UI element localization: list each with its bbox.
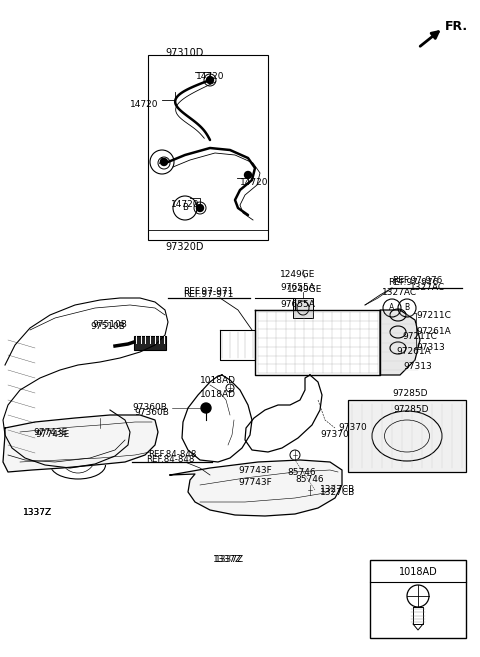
Text: 1018AD: 1018AD (398, 567, 437, 577)
Text: A: A (389, 304, 395, 313)
Circle shape (244, 171, 252, 179)
Polygon shape (170, 460, 342, 516)
Text: 1327CB: 1327CB (320, 488, 355, 497)
Text: 97261A: 97261A (416, 327, 451, 336)
Text: 97655A: 97655A (281, 300, 315, 309)
Text: REF.84-848: REF.84-848 (148, 450, 196, 459)
Text: 85746: 85746 (296, 475, 324, 484)
Text: 1327AC: 1327AC (383, 288, 418, 297)
Text: 85746: 85746 (288, 468, 316, 477)
Text: 97211C: 97211C (402, 332, 437, 341)
Text: 14720: 14720 (130, 100, 158, 109)
Text: 97655A: 97655A (281, 283, 315, 292)
Bar (348, 400, 466, 472)
Text: A: A (159, 158, 165, 166)
Text: 97211C: 97211C (416, 311, 451, 319)
Text: 14720: 14720 (171, 200, 199, 209)
Text: 1327CB: 1327CB (320, 486, 355, 495)
Text: REF.97-976: REF.97-976 (392, 276, 443, 285)
Text: 14720: 14720 (196, 72, 224, 81)
Bar (293, 298, 313, 318)
Text: 1337Z: 1337Z (24, 508, 53, 517)
Text: REF.97-971: REF.97-971 (183, 287, 233, 296)
Text: 97743E: 97743E (35, 430, 69, 439)
Text: B: B (405, 304, 409, 313)
Text: 97310D: 97310D (166, 48, 204, 58)
Text: 97261A: 97261A (396, 347, 431, 356)
Bar (134, 336, 166, 350)
Text: REF.84-848: REF.84-848 (146, 455, 194, 464)
Text: 97510B: 97510B (91, 322, 125, 331)
Text: 97285D: 97285D (392, 389, 428, 398)
Text: 97370: 97370 (338, 424, 367, 432)
Text: 97743F: 97743F (238, 466, 272, 475)
Text: 1018AD: 1018AD (200, 390, 236, 399)
Text: REF.97-971: REF.97-971 (183, 290, 233, 299)
Text: 1337Z: 1337Z (214, 555, 242, 564)
Text: FR.: FR. (445, 20, 468, 33)
Text: B: B (182, 204, 188, 212)
Text: 1249GE: 1249GE (280, 270, 316, 279)
Polygon shape (3, 415, 158, 472)
Circle shape (160, 158, 168, 166)
Circle shape (206, 76, 214, 83)
Text: 1249GE: 1249GE (288, 285, 323, 294)
Circle shape (201, 403, 211, 413)
Text: 97743F: 97743F (238, 478, 272, 487)
Text: 97370: 97370 (320, 430, 349, 439)
Text: 97313: 97313 (416, 344, 445, 353)
Circle shape (196, 204, 204, 212)
Text: 1327AC: 1327AC (410, 283, 445, 292)
Text: 97320D: 97320D (166, 242, 204, 252)
Text: REF.97-976: REF.97-976 (388, 278, 438, 287)
Text: 14720: 14720 (240, 178, 268, 187)
Text: 97510B: 97510B (93, 320, 127, 329)
Text: 97743E: 97743E (33, 428, 67, 437)
Text: 1337Z: 1337Z (216, 555, 245, 564)
Bar (148, 55, 268, 240)
Bar (370, 560, 466, 638)
Text: 97313: 97313 (403, 362, 432, 371)
Text: 1018AD: 1018AD (200, 376, 236, 385)
Text: 97360B: 97360B (132, 403, 168, 413)
Polygon shape (380, 310, 420, 375)
Text: 97285D: 97285D (393, 405, 429, 414)
Text: 1337Z: 1337Z (24, 508, 53, 517)
Text: 97360B: 97360B (134, 408, 169, 417)
